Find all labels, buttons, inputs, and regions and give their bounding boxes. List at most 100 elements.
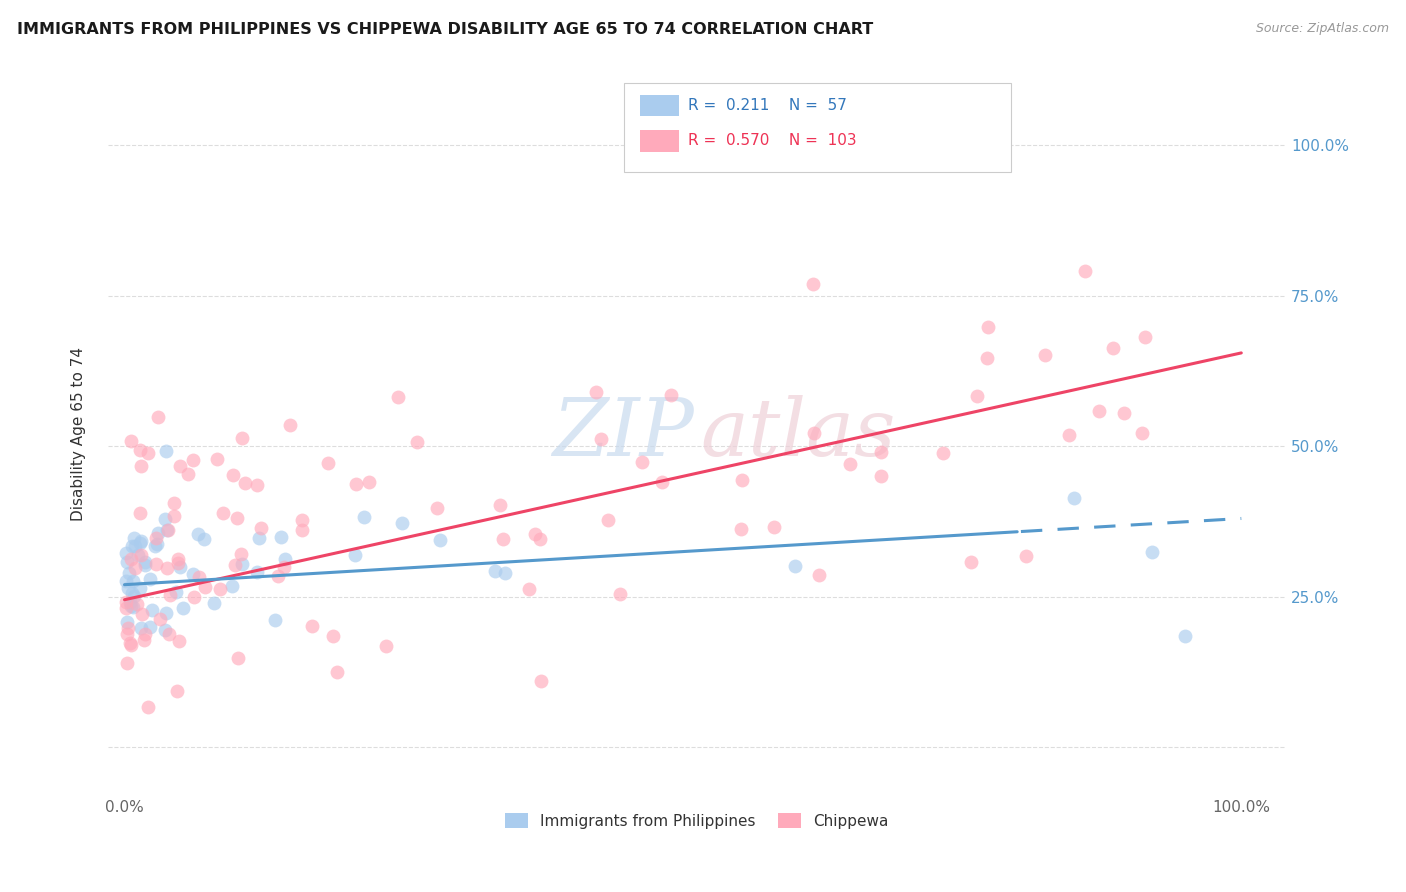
Point: [344, 476, 367, 491]
Point: [120, 434, 142, 448]
Point: [391, 516, 413, 531]
Point: [429, 533, 451, 547]
Point: [267, 569, 290, 583]
Point: [585, 384, 607, 399]
Point: [226, 650, 249, 665]
Point: [165, 584, 187, 599]
Point: [274, 552, 297, 566]
Point: [247, 531, 270, 545]
Point: [134, 558, 156, 573]
Point: [870, 445, 893, 459]
Point: [169, 560, 191, 574]
Legend: Immigrants from Philippines, Chippewa: Immigrants from Philippines, Chippewa: [499, 806, 896, 835]
Point: [136, 445, 159, 459]
Point: [155, 443, 177, 458]
Point: [128, 581, 150, 595]
Point: [489, 498, 512, 512]
Point: [803, 425, 825, 440]
Point: [316, 456, 339, 470]
Point: [153, 511, 176, 525]
Point: [1015, 549, 1038, 563]
Point: [1140, 545, 1163, 559]
Text: ZIP: ZIP: [551, 395, 693, 473]
Point: [177, 467, 200, 481]
Point: [193, 532, 215, 546]
Point: [167, 633, 190, 648]
Point: [156, 523, 179, 537]
Point: [291, 513, 314, 527]
Text: IMMIGRANTS FROM PHILIPPINES VS CHIPPEWA DISABILITY AGE 65 TO 74 CORRELATION CHAR: IMMIGRANTS FROM PHILIPPINES VS CHIPPEWA …: [17, 22, 873, 37]
Point: [117, 621, 139, 635]
Point: [1074, 264, 1097, 278]
Point: [731, 473, 754, 487]
Point: [523, 526, 546, 541]
Point: [129, 536, 152, 550]
Point: [231, 547, 253, 561]
Point: [129, 621, 152, 635]
Point: [187, 526, 209, 541]
Point: [405, 434, 427, 449]
Point: [1033, 348, 1056, 362]
Point: [125, 597, 148, 611]
Point: [426, 501, 449, 516]
Point: [326, 665, 349, 679]
Point: [960, 555, 983, 569]
Point: [1087, 404, 1109, 418]
Point: [163, 509, 186, 524]
Point: [202, 596, 225, 610]
Point: [134, 556, 156, 570]
Point: [188, 570, 211, 584]
Point: [155, 607, 177, 621]
Point: [129, 549, 152, 563]
Point: [146, 537, 169, 551]
Point: [492, 533, 515, 547]
Point: [120, 595, 142, 609]
Point: [122, 574, 145, 588]
Point: [128, 442, 150, 457]
Point: [224, 558, 246, 572]
Point: [122, 589, 145, 603]
Point: [212, 506, 235, 520]
Point: [783, 558, 806, 573]
Point: [149, 612, 172, 626]
Point: [167, 551, 190, 566]
Point: [145, 557, 167, 571]
Point: [246, 478, 269, 492]
Point: [301, 619, 323, 633]
Point: [118, 636, 141, 650]
Point: [157, 626, 180, 640]
Point: [1130, 425, 1153, 440]
Text: R =  0.211    N =  57: R = 0.211 N = 57: [688, 98, 846, 112]
Point: [117, 581, 139, 595]
Point: [1102, 341, 1125, 355]
Point: [976, 351, 998, 366]
Point: [221, 467, 243, 482]
Point: [343, 548, 366, 562]
Point: [249, 521, 271, 535]
Point: [598, 513, 620, 527]
Point: [730, 522, 752, 536]
Point: [977, 319, 1000, 334]
Point: [115, 555, 138, 569]
Point: [129, 506, 152, 520]
Point: [114, 595, 136, 609]
Y-axis label: Disability Age 65 to 74: Disability Age 65 to 74: [72, 347, 86, 521]
Point: [631, 455, 654, 469]
Point: [763, 520, 786, 534]
Point: [651, 475, 673, 489]
Point: [1063, 491, 1085, 505]
Point: [966, 389, 988, 403]
Point: [517, 582, 540, 596]
Point: [115, 656, 138, 670]
Point: [121, 586, 143, 600]
Point: [291, 523, 314, 537]
Point: [120, 599, 142, 613]
Point: [114, 546, 136, 560]
Point: [148, 410, 170, 425]
Point: [139, 573, 162, 587]
Point: [115, 615, 138, 630]
Point: [122, 599, 145, 614]
Point: [659, 388, 682, 402]
Point: [139, 620, 162, 634]
Point: [124, 532, 146, 546]
